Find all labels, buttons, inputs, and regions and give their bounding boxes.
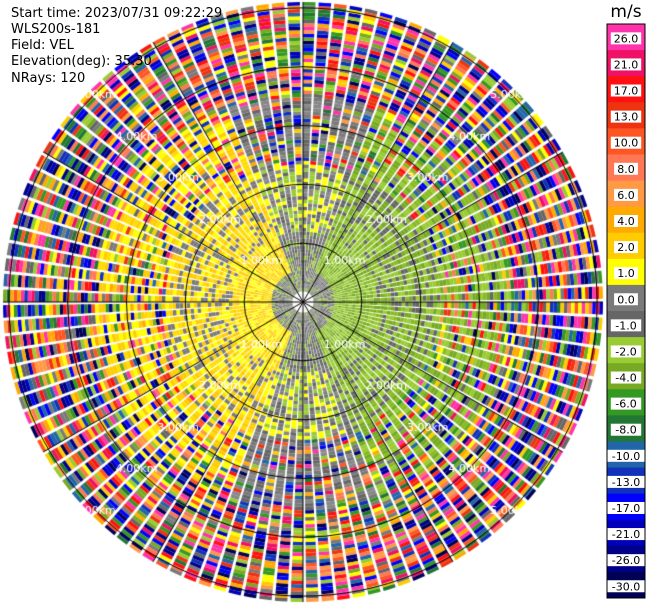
colorbar-tick-label: -13.0 [612,476,640,489]
colorbar-tick-label: -10.0 [612,450,640,463]
colorbar-tick-label: -17.0 [612,502,640,515]
colorbar-tick-label: 10.0 [614,137,639,150]
colorbar-tick-label: 0.0 [617,293,635,306]
instrument-label: WLS200s-181 [11,22,101,37]
colorbar-tick-label: 26.0 [614,32,639,45]
colorbar-tick-label: -21.0 [612,528,640,541]
colorbar-tick-label: 4.0 [617,215,635,228]
colorbar-tick-label: 17.0 [614,85,639,98]
colorbar-tick-label: 8.0 [617,163,635,176]
colorbar-tick-label: -8.0 [615,424,636,437]
colorbar-tick-label: 1.0 [617,267,635,280]
colorbar-tick-label: 2.0 [617,241,635,254]
start-time-label: Start time: 2023/07/31 09:22:29 [11,6,223,21]
colorbar-tick-label: -30.0 [612,580,640,593]
colorbar-tick-label: -2.0 [615,345,636,358]
colorbar-tick-label: 21.0 [614,58,639,71]
colorbar-tick-label: -26.0 [612,554,640,567]
colorbar-tick-label: -6.0 [615,398,636,411]
colorbar-tick-label: -4.0 [615,372,636,385]
colorbar-tick-label: 13.0 [614,111,639,124]
field-label: Field: VEL [11,38,74,53]
nrays-label: NRays: 120 [11,71,86,86]
colorbar-title: m/s [610,2,641,22]
elevation-label: Elevation(deg): 35.30 [11,54,152,69]
colorbar-tick-label: 6.0 [617,189,635,202]
colorbar-tick-label: -1.0 [615,319,636,332]
